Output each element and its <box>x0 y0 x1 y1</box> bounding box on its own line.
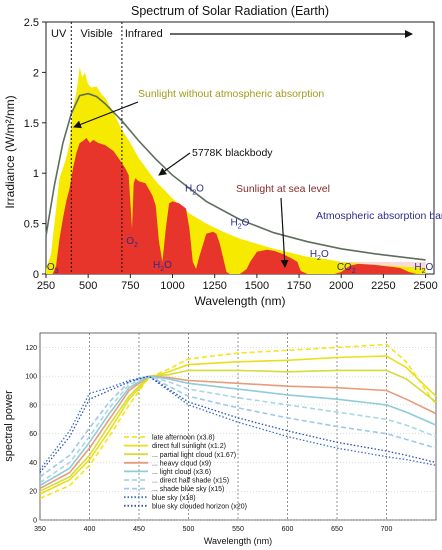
bottom-series <box>39 343 437 500</box>
absorption-label: H2O <box>310 249 329 262</box>
arrow-sea-level <box>280 197 289 268</box>
x-tick-label: 500 <box>183 526 195 533</box>
y-tick-label: 80 <box>29 402 37 409</box>
series-line <box>39 343 437 500</box>
series-line <box>39 355 437 495</box>
legend-label: late afternoon (x3.8) <box>152 435 215 442</box>
bottom-xlabel: Wavelength (nm) <box>204 536 272 546</box>
x-tick-label: 750 <box>121 280 139 292</box>
series-line <box>39 375 437 471</box>
series-line <box>39 375 437 478</box>
annotation-absorption: Atmospheric absorption bands <box>316 210 442 222</box>
series-line <box>39 375 437 473</box>
legend-label: ... shade blue sky (x15) <box>152 486 224 493</box>
series-line <box>39 375 437 487</box>
x-tick-label: 250 <box>37 280 55 292</box>
x-tick-label: 450 <box>133 526 145 533</box>
absorption-label: CO2 <box>337 262 356 275</box>
absorption-label: H2O <box>414 262 433 275</box>
top-axes: 250 500 750 1000 1250 1500 1750 2000 2250 2500 0 0.… <box>24 17 438 292</box>
legend-label: ... direct half shade (x15) <box>152 478 229 485</box>
bottom-axes: 350 400 450 500 550 600 650 700 0 20 40 60 80 100 120 <box>25 345 392 533</box>
x-tick-label: 2250 <box>371 280 395 292</box>
x-tick-label: 1250 <box>202 280 226 292</box>
arrow-blackbody <box>158 152 191 176</box>
absorption-label: H2O <box>153 260 172 273</box>
y-tick-label: 1 <box>33 168 39 180</box>
annotation-top-of-atmosphere: Sunlight without atmospheric absorption <box>138 88 324 100</box>
top-bands: UV Visible Infrared <box>51 22 163 274</box>
x-tick-label: 650 <box>331 526 343 533</box>
y-tick-label: 100 <box>25 374 37 381</box>
y-tick-label: 1.5 <box>24 118 39 130</box>
y-tick-label: 60 <box>29 431 37 438</box>
x-tick-label: 1000 <box>160 280 184 292</box>
band-label: Infrared <box>125 28 163 40</box>
spectral-power-chart: 350 400 450 500 550 600 650 700020406080100120 … <box>3 332 437 546</box>
series-line <box>39 375 437 484</box>
y-tick-label: 0 <box>33 269 39 281</box>
absorption-label: O3 <box>47 262 59 275</box>
y-tick-label: 2 <box>33 67 39 79</box>
top-title: Spectrum of Solar Radiation (Earth) <box>131 4 329 18</box>
legend-label: ... heavy cloud (x9) <box>152 460 211 467</box>
bottom-legend: late afternoon (x3.8)direct full sunligh… <box>124 435 247 510</box>
series-blackbody-line <box>45 92 426 261</box>
solar-spectrum-chart: Spectrum of Solar Radiation (Earth) 250 5… <box>3 4 442 308</box>
x-tick-label: 1500 <box>245 280 269 292</box>
y-tick-label: 0 <box>33 518 37 525</box>
absorption-label: O2 <box>126 236 138 249</box>
x-tick-label: 2500 <box>413 280 437 292</box>
x-tick-label: 550 <box>232 526 244 533</box>
x-tick-label: 400 <box>84 526 96 533</box>
top-xlabel: Wavelength (nm) <box>195 294 286 308</box>
legend-label: ... partial light cloud (x1.67) <box>152 452 236 459</box>
top-ylabel: Irradiance (W/m²/nm) <box>3 95 17 208</box>
x-tick-label: 2000 <box>329 280 353 292</box>
legend-label: ... light cloud (x3.6) <box>152 469 211 476</box>
x-tick-label: 700 <box>381 526 393 533</box>
bottom-ylabel: spectral power <box>3 390 15 462</box>
x-tick-label: 350 <box>34 526 46 533</box>
x-tick-label: 500 <box>79 280 97 292</box>
y-tick-label: 0.5 <box>24 219 39 231</box>
series-sea-level-area <box>46 137 426 274</box>
legend-label: blue sky (x18) <box>152 495 196 502</box>
y-tick-label: 2.5 <box>24 17 39 29</box>
absorption-labels: O3 O2 H2O H2O H2O H2O CO2 H2O <box>47 183 434 275</box>
arrow-top-of-atmosphere <box>73 101 139 129</box>
top-fills <box>45 67 426 275</box>
band-label: UV <box>51 28 67 40</box>
series-line <box>39 375 437 490</box>
absorption-label: H2O <box>185 183 204 196</box>
y-tick-label: 40 <box>29 460 37 467</box>
absorption-label: H2O <box>231 218 250 231</box>
x-tick-label: 1750 <box>287 280 311 292</box>
series-line <box>39 369 437 492</box>
legend-label: direct full sunlight (x1.2) <box>152 443 226 450</box>
annotation-blackbody: 5778K blackbody <box>192 147 273 159</box>
x-tick-label: 600 <box>282 526 294 533</box>
annotation-sea-level: Sunlight at sea level <box>236 183 330 195</box>
legend-label: blue sky clouded horizon (x20) <box>152 503 247 510</box>
y-tick-label: 120 <box>25 345 37 352</box>
y-tick-label: 20 <box>29 489 37 496</box>
band-label: Visible <box>80 28 112 40</box>
